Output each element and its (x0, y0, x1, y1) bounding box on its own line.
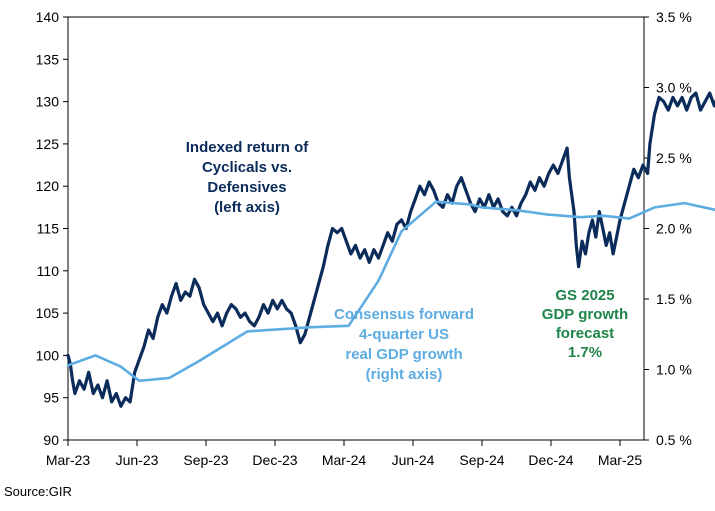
x-axis-tick-label: Mar-25 (598, 452, 643, 468)
forecast-label-line: 1.7% (568, 344, 602, 361)
left-axis-tick-label: 105 (36, 305, 60, 321)
right-axis-tick-label: 0.5 % (656, 432, 692, 448)
left-axis-tick-label: 120 (36, 178, 60, 194)
left-axis-tick-label: 130 (36, 94, 60, 110)
gdp-consensus-label-line: Consensus forward (334, 306, 474, 323)
gdp-consensus-label-line: 4-quarter US (359, 326, 449, 343)
forecast-label-line: GS 2025 (555, 287, 614, 304)
right-axis-tick-label: 2.5 % (656, 150, 692, 166)
cyclicals-label-line: (left axis) (214, 199, 280, 216)
gdp-consensus-label: Consensus forward 4-quarter US real GDP gr… (334, 306, 474, 383)
forecast-label-line: forecast (556, 325, 614, 342)
x-axis-tick-label: Dec-24 (528, 452, 573, 468)
right-axis-tick-label: 3.0 % (656, 80, 692, 96)
left-axis-tick-label: 100 (36, 347, 60, 363)
left-axis-tick-label: 125 (36, 136, 60, 152)
right-axis-tick-label: 2.0 % (656, 221, 692, 237)
left-axis-tick-label: 115 (37, 221, 60, 237)
right-axis-tick-label: 1.5 % (656, 291, 692, 307)
right-axis-tick-label: 3.5 % (656, 9, 692, 25)
x-axis-tick-label: Mar-24 (322, 452, 367, 468)
left-axis-tick-label: 110 (37, 263, 60, 279)
series-line-cyclicals (66, 91, 715, 408)
source-note: Source:GIR (4, 484, 72, 499)
cyclicals-label-line: Defensives (207, 179, 286, 196)
cyclicals-label-line: Cyclicals vs. (202, 159, 292, 176)
gdp-consensus-label-line: (right axis) (366, 366, 443, 383)
forecast-label-line: GDP growth (542, 306, 628, 323)
right-axis-tick-label: 1.0 % (656, 362, 692, 378)
left-axis-tick-label: 140 (36, 9, 60, 25)
plot-frame (67, 16, 645, 441)
x-axis-tick-label: Jun-23 (116, 452, 159, 468)
left-axis-tick-label: 90 (43, 432, 59, 448)
x-axis-tick-label: Mar-23 (46, 452, 91, 468)
x-axis-tick-label: Jun-24 (392, 452, 435, 468)
x-axis-tick-label: Sep-24 (459, 452, 504, 468)
cyclicals-label: Indexed return of Cyclicals vs. Defensives… (186, 139, 310, 216)
x-axis-tick-label: Sep-23 (183, 452, 228, 468)
cyclicals-label-line: Indexed return of (186, 139, 310, 156)
series-line-gdp-consensus (66, 200, 715, 383)
x-axis-tick-label: Dec-23 (252, 452, 297, 468)
forecast-label: GS 2025 GDP growth forecast 1.7% (542, 287, 628, 361)
left-axis-tick-label: 135 (36, 51, 60, 67)
left-axis-tick-label: 95 (43, 390, 59, 406)
gdp-consensus-label-line: real GDP growth (345, 346, 462, 363)
